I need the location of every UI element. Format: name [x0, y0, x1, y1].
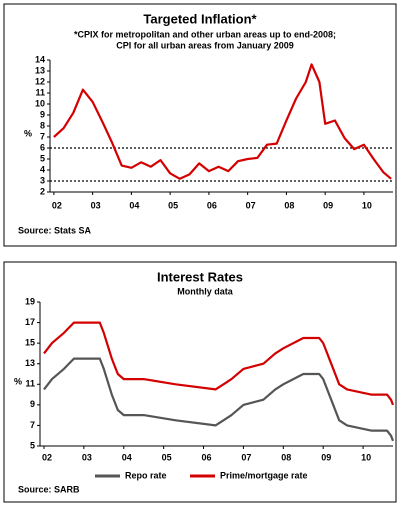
- x-tick-label: 03: [91, 200, 101, 210]
- data-line: [53, 63, 392, 180]
- y-tick-label: 13: [25, 358, 35, 368]
- y-tick-label: 12: [35, 76, 45, 86]
- x-tick-label: 08: [284, 200, 294, 210]
- y-axis-label: %: [24, 128, 32, 138]
- chart-frame: [3, 3, 397, 247]
- y-tick-label: 14: [35, 54, 45, 64]
- x-tick-label: 05: [168, 200, 178, 210]
- x-tick-label: 10: [361, 452, 371, 462]
- data-line: [43, 321, 395, 406]
- x-tick-label: 02: [52, 200, 62, 210]
- x-tick-label: 04: [122, 452, 132, 462]
- chart-subtitle: Monthly data: [177, 286, 233, 296]
- x-tick-label: 08: [281, 452, 291, 462]
- y-tick-label: 11: [35, 87, 45, 97]
- y-tick-label: 3: [40, 175, 45, 185]
- x-tick-label: 02: [42, 452, 52, 462]
- y-tick-label: 2: [40, 186, 45, 196]
- y-tick-label: 7: [30, 420, 35, 430]
- x-tick-label: 06: [202, 452, 212, 462]
- x-tick-label: 04: [129, 200, 139, 210]
- y-tick-label: 10: [35, 98, 45, 108]
- source-note: Source: SARB: [18, 484, 80, 494]
- x-tick-label: 09: [321, 452, 331, 462]
- y-tick-label: 7: [40, 131, 45, 141]
- y-tick-label: 4: [40, 164, 45, 174]
- y-tick-label: 11: [25, 379, 35, 389]
- y-tick-label: 17: [25, 317, 35, 327]
- chart-subtitle: *CPIX for metropolitan and other urban a…: [74, 29, 336, 39]
- y-tick-label: 5: [40, 153, 45, 163]
- x-tick-label: 03: [82, 452, 92, 462]
- y-tick-label: 5: [30, 440, 35, 450]
- y-tick-label: 8: [40, 120, 45, 130]
- x-tick-label: 10: [362, 200, 372, 210]
- source-note: Source: Stats SA: [18, 225, 92, 235]
- x-tick-label: 07: [246, 200, 256, 210]
- chart-title: Interest Rates: [157, 269, 243, 284]
- y-tick-label: 9: [30, 399, 35, 409]
- y-tick-label: 13: [35, 65, 45, 75]
- x-tick-label: 07: [241, 452, 251, 462]
- chart-frame: [3, 261, 397, 503]
- chart-title: Targeted Inflation*: [143, 11, 257, 26]
- legend-label: Repo rate: [125, 470, 167, 480]
- x-tick-label: 09: [323, 200, 333, 210]
- y-tick-label: 6: [40, 142, 45, 152]
- y-tick-label: 19: [25, 296, 35, 306]
- y-tick-label: 9: [40, 109, 45, 119]
- chart-subtitle: CPI for all urban areas from January 200…: [116, 40, 294, 50]
- y-tick-label: 15: [25, 338, 35, 348]
- x-tick-label: 06: [207, 200, 217, 210]
- y-axis-label: %: [14, 376, 22, 386]
- data-line: [43, 357, 395, 442]
- x-tick-label: 05: [162, 452, 172, 462]
- legend-label: Prime/mortgage rate: [220, 470, 308, 480]
